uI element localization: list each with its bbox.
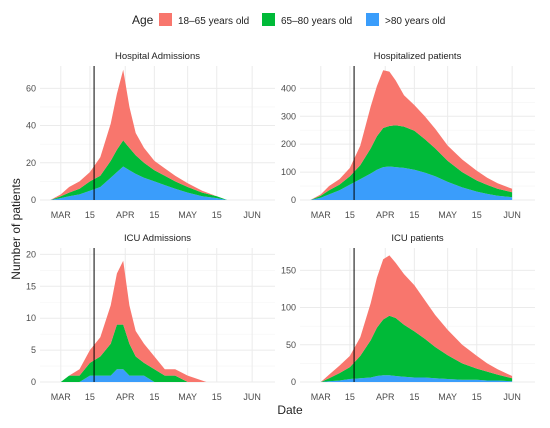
x-tick-label: MAR — [51, 210, 72, 220]
y-tick-label: 0 — [31, 195, 36, 205]
area-65-80-years-old — [310, 125, 513, 200]
x-tick-label: 15 — [149, 210, 159, 220]
x-tick-label: APR — [376, 392, 395, 402]
legend-title: Age — [132, 13, 154, 27]
y-tick-label: 5 — [31, 345, 36, 355]
x-tick-label: APR — [376, 210, 395, 220]
x-tick-label: MAY — [178, 210, 197, 220]
x-tick-label: MAY — [438, 392, 457, 402]
x-tick-label: 15 — [409, 210, 419, 220]
x-tick-label: 15 — [472, 392, 482, 402]
area-over-80-years-old — [310, 166, 513, 200]
panel-2: ICU Admissions 0 5 10 15 20 MAR 15 APR 15 MAY 15 JUN — [26, 233, 275, 402]
x-tick-label: 15 — [85, 210, 95, 220]
legend-label-18-65: 18–65 years old — [178, 16, 249, 27]
panel-3: ICU patients 0 50 100 150 MAR 15 APR 15 MAY 15 JUN — [281, 233, 535, 402]
legend-label-over-80: >80 years old — [385, 16, 445, 27]
x-tick-label: 15 — [409, 392, 419, 402]
area-65-80-years-old — [50, 140, 228, 200]
legend-swatch-18-65 — [159, 13, 172, 26]
panel-1: Hospitalized patients 0 100 200 300 400 MAR 15 A… — [281, 51, 535, 220]
y-axis-label: Number of patients — [9, 178, 23, 279]
y-tick-label: 40 — [26, 121, 36, 131]
x-tick-label: MAY — [178, 392, 197, 402]
x-tick-label: 15 — [212, 392, 222, 402]
x-tick-label: APR — [116, 210, 135, 220]
x-tick-label: APR — [116, 392, 135, 402]
area-18-65-years-old — [320, 255, 513, 382]
panel-title: Hospitalized patients — [374, 51, 462, 62]
x-tick-label: 15 — [212, 210, 222, 220]
y-tick-label: 0 — [291, 377, 296, 387]
area-18-65-years-old — [50, 69, 228, 200]
y-tick-label: 0 — [291, 195, 296, 205]
y-tick-label: 100 — [281, 167, 296, 177]
legend: Age 18–65 years old 65–80 years old >80 … — [132, 13, 445, 27]
y-tick-label: 60 — [26, 83, 36, 93]
y-tick-label: 20 — [26, 249, 36, 259]
legend-swatch-65-80 — [262, 13, 275, 26]
area-18-65-years-old — [60, 260, 207, 382]
x-tick-label: 15 — [345, 210, 355, 220]
y-tick-label: 100 — [281, 303, 296, 313]
y-tick-label: 400 — [281, 83, 296, 93]
area-65-80-years-old — [320, 315, 513, 382]
x-tick-label: JUN — [243, 392, 261, 402]
y-tick-label: 50 — [286, 340, 296, 350]
y-tick-label: 200 — [281, 139, 296, 149]
panel-title: ICU patients — [391, 233, 444, 244]
y-tick-label: 10 — [26, 313, 36, 323]
x-axis-label: Date — [277, 403, 303, 417]
x-tick-label: JUN — [503, 210, 521, 220]
y-tick-label: 20 — [26, 158, 36, 168]
y-tick-label: 0 — [31, 377, 36, 387]
x-tick-label: MAR — [51, 392, 72, 402]
x-tick-label: 15 — [85, 392, 95, 402]
area-over-80-years-old — [50, 166, 228, 200]
area-18-65-years-old — [310, 70, 513, 200]
panel-title: ICU Admissions — [124, 233, 191, 244]
x-tick-label: 15 — [149, 392, 159, 402]
area-65-80-years-old — [60, 324, 207, 382]
y-tick-label: 15 — [26, 281, 36, 291]
legend-swatch-over-80 — [366, 13, 379, 26]
x-tick-label: MAR — [311, 392, 332, 402]
y-tick-label: 300 — [281, 111, 296, 121]
panel-title: Hospital Admissions — [115, 51, 200, 62]
x-tick-label: MAR — [311, 210, 332, 220]
x-tick-label: 15 — [472, 210, 482, 220]
x-tick-label: MAY — [438, 210, 457, 220]
x-tick-label: JUN — [503, 392, 521, 402]
x-tick-label: 15 — [345, 392, 355, 402]
legend-label-65-80: 65–80 years old — [281, 16, 352, 27]
y-tick-label: 150 — [281, 265, 296, 275]
area-over-80-years-old — [320, 375, 513, 382]
panels: Hospital Admissions 0 20 40 60 MAR 15 APR 15 MAY 1… — [26, 51, 535, 402]
panel-0: Hospital Admissions 0 20 40 60 MAR 15 APR 15 MAY 1… — [26, 51, 275, 220]
x-tick-label: JUN — [243, 210, 261, 220]
